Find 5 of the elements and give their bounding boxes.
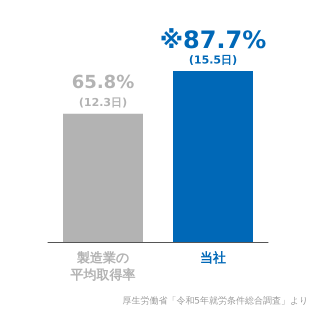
x-tick-label: 当社	[200, 250, 226, 266]
text: 厚生労働省「令和5年就労条件総合調査」より	[122, 296, 308, 306]
data-label: ※87.7% (15.5日)	[160, 26, 266, 66]
data-label: 65.8% (12.3日)	[72, 72, 134, 110]
x-tick-label: 製造業の平均取得率	[70, 251, 136, 283]
